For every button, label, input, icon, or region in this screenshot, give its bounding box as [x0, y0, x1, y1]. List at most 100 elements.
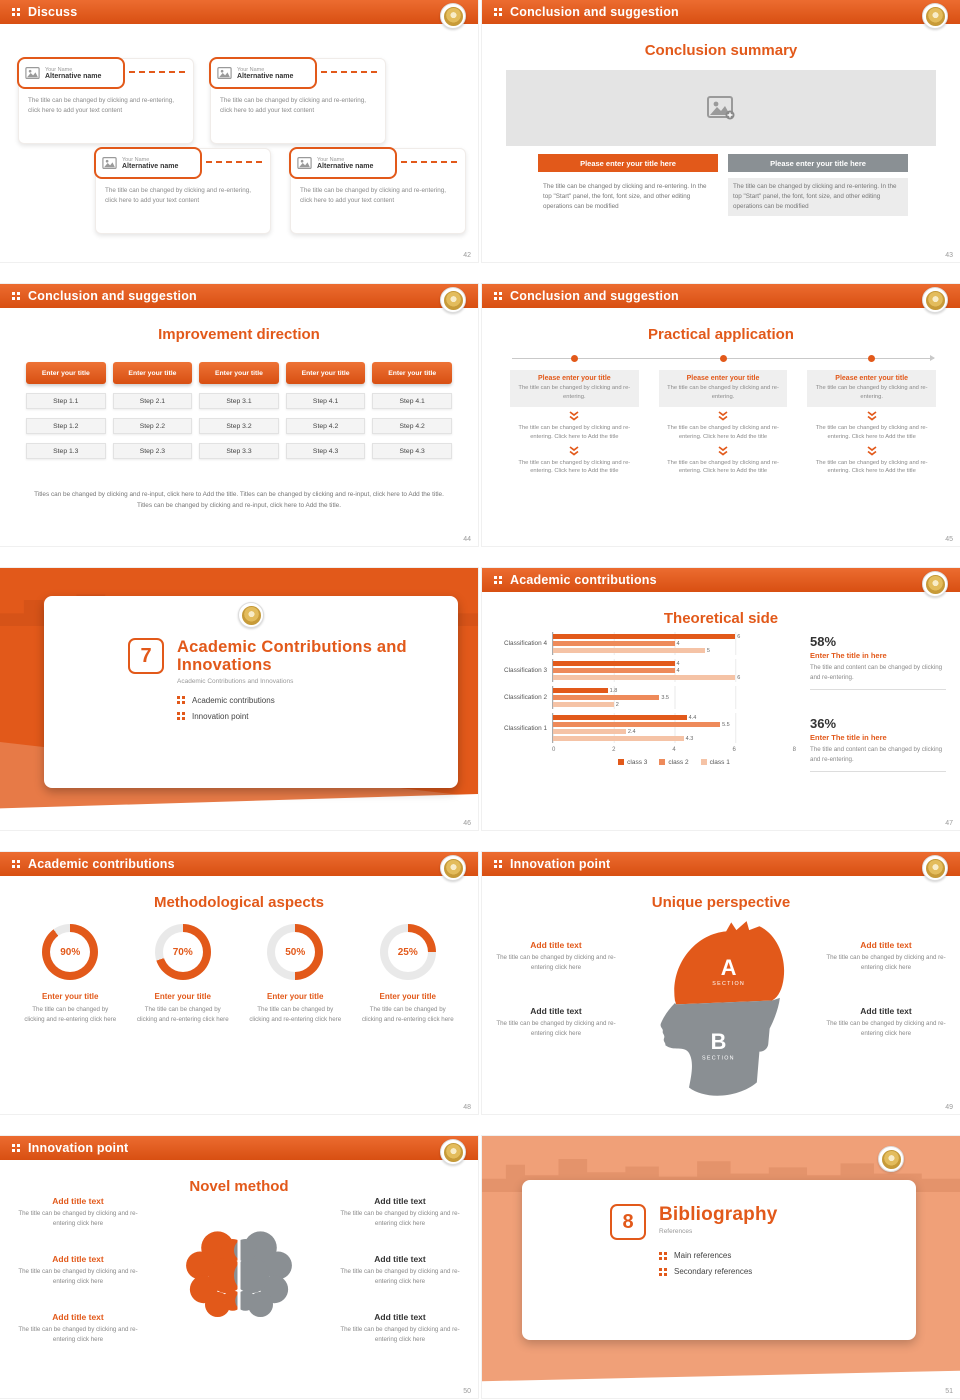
slide-thumbnail-45[interactable]: Conclusion and suggestion Practical appl… [482, 284, 960, 546]
step-box: Step 1.3 [26, 443, 106, 459]
image-icon [102, 157, 117, 169]
school-logo [922, 571, 948, 597]
annotation-item: Add title text The title can be changed … [14, 1196, 142, 1228]
chart-bar-class-1 [553, 675, 736, 680]
image-icon [217, 67, 232, 79]
donut-chart: 70% [154, 924, 211, 980]
slide-header-title: Academic contributions [510, 573, 657, 587]
slide-header-title: Innovation point [28, 1141, 129, 1155]
chart-group: Classification 4 6 4 5 [494, 632, 796, 655]
card-body-text: The title can be changed by clicking and… [28, 97, 174, 115]
profile-name-label: Your Name [122, 156, 150, 163]
chart-xtick: 4 [672, 747, 676, 753]
stat-block: 58% Enter The title in here The title an… [810, 634, 946, 691]
chart-value-label: 3.5 [661, 694, 669, 701]
section-title: Theoretical side [663, 610, 779, 627]
chart-value-label: 4 [676, 667, 680, 674]
chart-value-label: 4.4 [688, 714, 697, 721]
chart-bar-class-2 [553, 641, 675, 646]
slide-thumbnail-47[interactable]: Academic contributions Theoretical side … [482, 568, 960, 830]
chart-value-label: 5.5 [722, 721, 730, 728]
slide-thumbnail-49[interactable]: Innovation point Unique perspective A SE… [482, 852, 960, 1114]
legend-swatch-icon [659, 759, 666, 766]
profile-name-label: Your Name [317, 156, 345, 163]
profile-names: Your Name Alternative name [122, 157, 178, 170]
grid-bullet-icon [659, 1251, 667, 1260]
school-emblem-icon [925, 574, 945, 594]
slide-thumbnail-48[interactable]: Academic contributions Methodological as… [0, 852, 478, 1114]
chart-category-label: Classification 4 [504, 640, 547, 647]
slide-header: Academic contributions [0, 852, 478, 881]
cover-bullet-item: Innovation point [177, 712, 448, 721]
donut-title: Enter your title [267, 992, 324, 1001]
cover-card: 7 Academic Contributions and Innovations… [44, 596, 458, 788]
page-number: 45 [945, 536, 953, 543]
slide-thumbnail-44[interactable]: Conclusion and suggestion Improvement di… [0, 284, 478, 546]
bullet-label: Main references [674, 1251, 732, 1260]
annotation-body: The title can be changed by clicking and… [826, 1020, 946, 1037]
annotation-body: The title can be changed by clicking and… [496, 1020, 616, 1037]
annotation-body: The title can be changed by clicking and… [18, 1326, 138, 1343]
bullet-label: Innovation point [192, 711, 249, 721]
profile-card-tab: Your Name Alternative name [94, 147, 202, 179]
donut-percent: 90% [60, 946, 81, 958]
annotation-title: Add title text [530, 940, 582, 950]
school-emblem-icon [443, 858, 463, 878]
slide-thumbnail-51-cover[interactable]: 8 Bibliography References Main reference… [482, 1136, 960, 1398]
title-button: Enter your title [285, 362, 366, 384]
profile-names: Your Name Alternative name [45, 67, 101, 80]
application-column: Please enter your title The title can be… [807, 370, 937, 476]
chart-category-label: Classification 1 [504, 724, 547, 732]
card-body-text: The title can be changed by clicking and… [220, 97, 366, 115]
school-logo [440, 287, 466, 313]
chart-bar-class-1 [553, 702, 614, 707]
slide-header: Conclusion and suggestion [0, 284, 478, 313]
school-logo [440, 1139, 466, 1165]
cover-title: Bibliography [659, 1204, 778, 1225]
box-title: Please enter your title [835, 375, 909, 382]
chart-xtick: 8 [792, 747, 796, 753]
school-logo [878, 1146, 904, 1172]
school-emblem-icon [925, 858, 945, 878]
annotation-body: The title can be changed by clicking and… [340, 1326, 460, 1343]
slide-header-title: Conclusion and suggestion [28, 289, 197, 303]
chart-bar-area: 1.8 3.5 2 [552, 686, 796, 709]
slide-thumbnail-43[interactable]: Conclusion and suggestion Conclusion sum… [482, 0, 960, 262]
annotation-body: The title can be changed by clicking and… [18, 1210, 138, 1227]
image-icon [297, 157, 312, 169]
double-chevron-down-icon [866, 411, 878, 421]
page-number: 48 [463, 1104, 471, 1111]
slide-thumbnail-42[interactable]: Discuss Your Name Alternative name The t… [0, 0, 478, 262]
annotation-item: Add title text The title can be changed … [822, 940, 950, 972]
donut-percent: 70% [172, 946, 193, 958]
step-box: Step 3.2 [199, 418, 279, 434]
slide-header-title: Conclusion and suggestion [510, 5, 679, 19]
annotation-title: Add title text [52, 1312, 104, 1322]
slide-thumbnail-50[interactable]: Innovation point Novel method Add title … [0, 1136, 478, 1398]
header-grid-icon [12, 860, 20, 868]
chart-group: Classification 2 1.8 3.5 2 [494, 686, 796, 709]
slide-header: Innovation point [0, 1136, 478, 1165]
bar-chart: Classification 4 6 4 5 Classification 3 4 4 6 Cl… [494, 632, 796, 766]
timeline-dot [868, 355, 875, 362]
slide-thumbnail-46-cover[interactable]: 7 Academic Contributions and Innovations… [0, 568, 478, 830]
head-silhouette-svg: A SECTION B SECTION [660, 921, 785, 1096]
header-grid-icon [494, 292, 502, 300]
slide-header-title: Discuss [28, 5, 78, 19]
profile-names: Your Name Alternative name [317, 157, 373, 170]
cover-title-block: Academic Contributions and Innovations A… [177, 638, 448, 685]
section-title: Unique perspective [651, 894, 791, 911]
chart-bar-class-2 [553, 722, 721, 727]
donut-chart: 25% [379, 924, 436, 980]
annotation-item: Add title text The title can be changed … [14, 1254, 142, 1286]
donut-body-text: The title can be changed by clicking and… [136, 1006, 229, 1023]
school-logo [922, 855, 948, 881]
annotation-body: The title can be changed by clicking and… [496, 954, 616, 971]
profile-card-tab: Your Name Alternative name [289, 147, 397, 179]
chart-xtick: 0 [552, 747, 556, 753]
page-number: 49 [945, 1104, 953, 1111]
donut-title: Enter your title [154, 992, 211, 1001]
